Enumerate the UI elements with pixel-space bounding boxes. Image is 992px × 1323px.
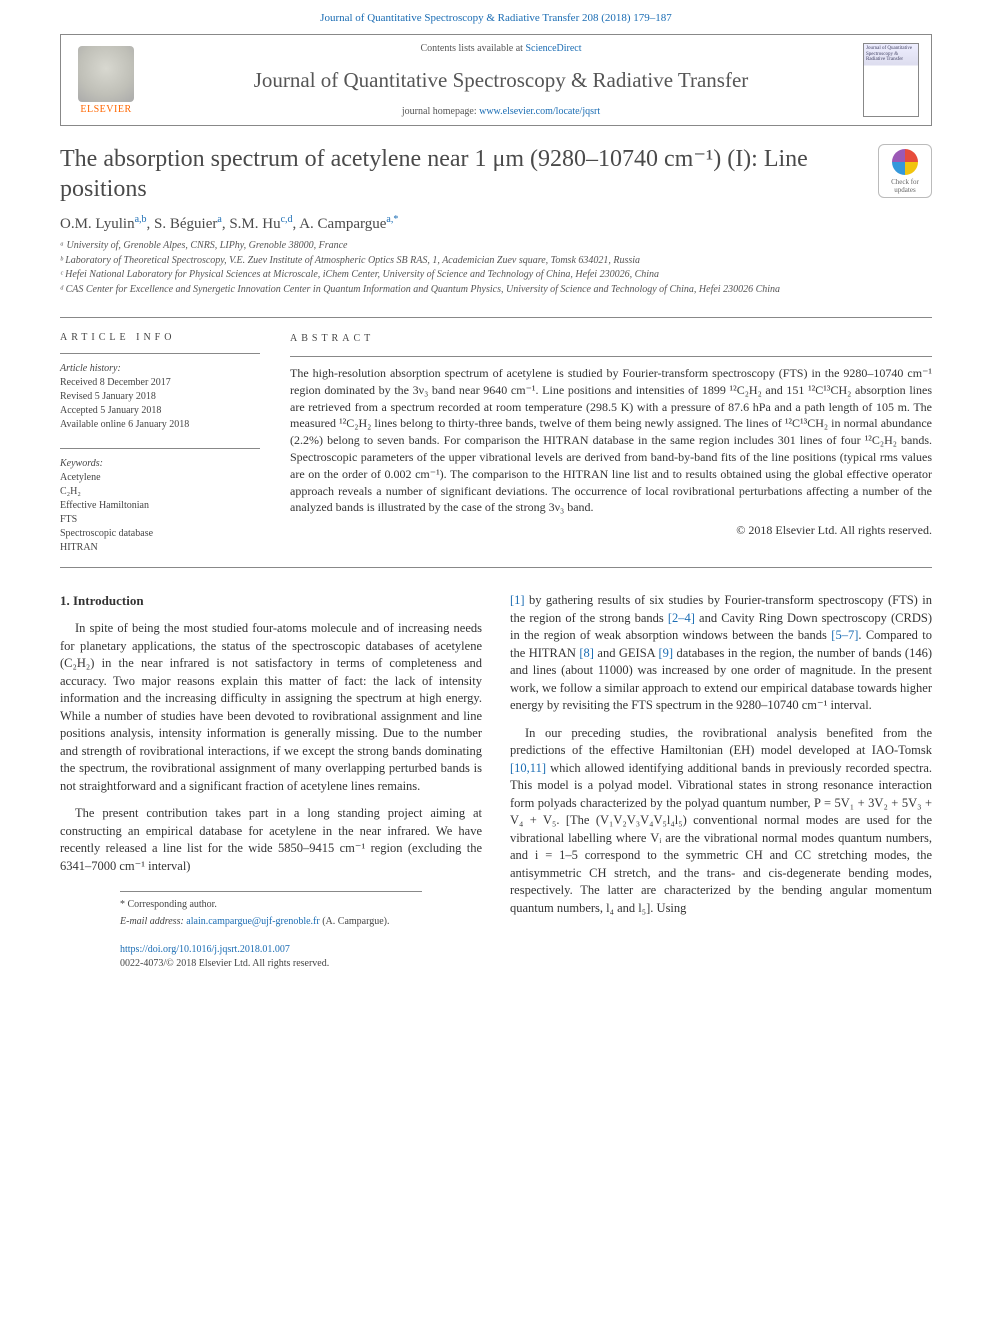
doi-link[interactable]: https://doi.org/10.1016/j.jqsrt.2018.01.…: [120, 944, 290, 955]
ref-link[interactable]: [10,11]: [510, 761, 546, 775]
history-heading: Article history:: [60, 362, 260, 376]
history-line: Accepted 5 January 2018: [60, 404, 260, 418]
crossmark-text1: Check for: [891, 178, 919, 186]
ref-link[interactable]: [5–7]: [831, 628, 858, 642]
divider-bottom: [60, 567, 932, 568]
email-line: E-mail address: alain.campargue@ujf-gren…: [120, 915, 422, 929]
email-link[interactable]: alain.campargue@ujf-grenoble.fr: [186, 916, 319, 927]
header-center: Contents lists available at ScienceDirec…: [151, 35, 851, 125]
corresponding-author-block: * Corresponding author. E-mail address: …: [120, 891, 422, 929]
keyword: Acetylene: [60, 471, 260, 485]
abstract-divider: [290, 356, 932, 357]
article-info-label: article info: [60, 332, 260, 343]
sciencedirect-link[interactable]: ScienceDirect: [525, 43, 581, 54]
homepage-line: journal homepage: www.elsevier.com/locat…: [155, 106, 847, 117]
article-title: The absorption spectrum of acetylene nea…: [60, 144, 866, 204]
authors-line: O.M. Lyulina,b, S. Béguiera, S.M. Huc,d,…: [60, 214, 932, 233]
column-left: 1. Introduction In spite of being the mo…: [60, 592, 482, 1001]
history-line: Available online 6 January 2018: [60, 418, 260, 432]
info-divider: [60, 353, 260, 354]
keyword: Spectroscopic database: [60, 527, 260, 541]
crossmark-text2: updates: [894, 186, 915, 194]
section-heading-intro: 1. Introduction: [60, 592, 482, 610]
homepage-prefix: journal homepage:: [402, 106, 479, 117]
elsevier-label: ELSEVIER: [80, 104, 131, 115]
corresponding-label: * Corresponding author.: [120, 898, 422, 912]
ref-link[interactable]: [9]: [658, 646, 673, 660]
contents-prefix: Contents lists available at: [420, 43, 525, 54]
contents-line: Contents lists available at ScienceDirec…: [155, 43, 847, 54]
keywords-block: Keywords: AcetyleneC₂H₂Effective Hamilto…: [60, 457, 260, 555]
abstract-copyright: © 2018 Elsevier Ltd. All rights reserved…: [290, 522, 932, 539]
doi-block: https://doi.org/10.1016/j.jqsrt.2018.01.…: [120, 943, 422, 971]
abstract-label: abstract: [290, 332, 932, 346]
article-history: Article history: Received 8 December 201…: [60, 362, 260, 432]
info-divider2: [60, 448, 260, 449]
body-paragraph: [1] by gathering results of six studies …: [510, 592, 932, 715]
article-info: article info Article history: Received 8…: [60, 332, 260, 555]
affiliation-line: ᶜ Hefei National Laboratory for Physical…: [60, 268, 932, 283]
journal-name: Journal of Quantitative Spectroscopy & R…: [155, 68, 847, 93]
keyword: Effective Hamiltonian: [60, 499, 260, 513]
cover-thumb-box: Journal of Quantitative Spectroscopy & R…: [851, 35, 931, 125]
ref-link[interactable]: [8]: [579, 646, 594, 660]
citation-link[interactable]: Journal of Quantitative Spectroscopy & R…: [320, 12, 672, 24]
ref-link[interactable]: [1]: [510, 593, 525, 607]
journal-header-box: ELSEVIER Contents lists available at Sci…: [60, 34, 932, 126]
cover-thumb: Journal of Quantitative Spectroscopy & R…: [863, 43, 919, 117]
elsevier-tree-icon: [78, 46, 134, 102]
email-label: E-mail address:: [120, 916, 186, 927]
history-line: Revised 5 January 2018: [60, 390, 260, 404]
affiliation-line: ᵃ University of, Grenoble Alpes, CNRS, L…: [60, 239, 932, 254]
crossmark-icon: [892, 149, 918, 175]
affiliation-line: ᵇ Laboratory of Theoretical Spectroscopy…: [60, 254, 932, 269]
history-line: Received 8 December 2017: [60, 376, 260, 390]
keywords-heading: Keywords:: [60, 457, 260, 471]
column-right: [1] by gathering results of six studies …: [510, 592, 932, 1001]
affiliations: ᵃ University of, Grenoble Alpes, CNRS, L…: [60, 239, 932, 297]
keyword: HITRAN: [60, 541, 260, 555]
crossmark-badge[interactable]: Check for updates: [878, 144, 932, 198]
affiliation-line: ᵈ CAS Center for Excellence and Synerget…: [60, 283, 932, 298]
email-suffix: (A. Campargue).: [320, 916, 390, 927]
issn-line: 0022-4073/© 2018 Elsevier Ltd. All right…: [120, 958, 329, 969]
divider-top: [60, 317, 932, 318]
abstract-text: The high-resolution absorption spectrum …: [290, 365, 932, 516]
running-header: Journal of Quantitative Spectroscopy & R…: [0, 0, 992, 28]
elsevier-logo: ELSEVIER: [61, 35, 151, 125]
body-paragraph: In our preceding studies, the rovibratio…: [510, 725, 932, 918]
ref-link[interactable]: [2–4]: [668, 611, 695, 625]
body-columns: 1. Introduction In spite of being the mo…: [60, 592, 932, 1001]
body-paragraph: The present contribution takes part in a…: [60, 805, 482, 875]
keyword: FTS: [60, 513, 260, 527]
keyword: C₂H₂: [60, 485, 260, 499]
homepage-link[interactable]: www.elsevier.com/locate/jqsrt: [479, 106, 600, 117]
abstract: abstract The high-resolution absorption …: [290, 332, 932, 555]
body-paragraph: In spite of being the most studied four-…: [60, 620, 482, 795]
